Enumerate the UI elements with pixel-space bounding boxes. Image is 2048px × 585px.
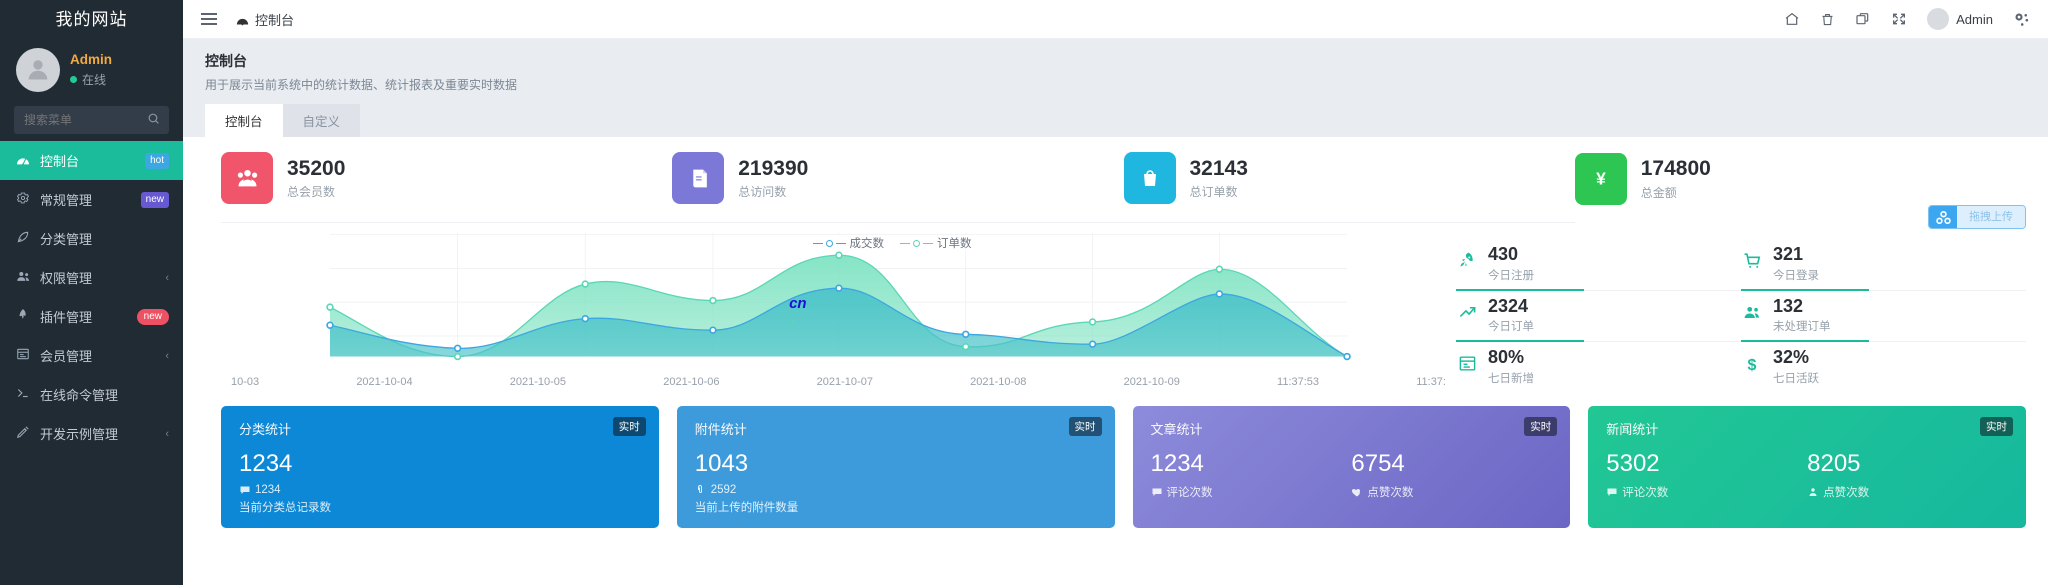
- svg-text:¥: ¥: [1596, 168, 1606, 188]
